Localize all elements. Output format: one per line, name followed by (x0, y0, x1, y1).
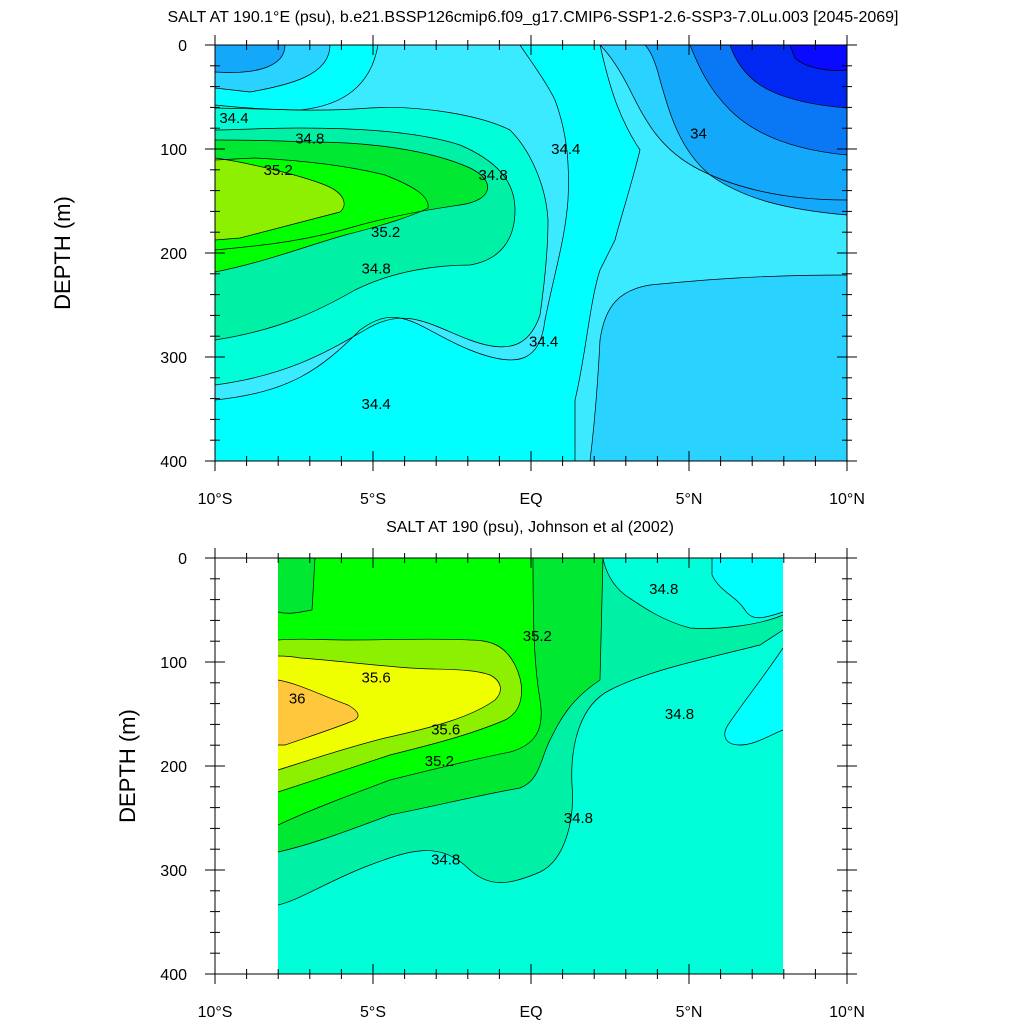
top-contour-line (789, 45, 847, 71)
top-fill-35-8-core (215, 158, 345, 240)
top-contour-line (215, 45, 331, 93)
bottom-contour-line (278, 558, 604, 853)
top-contour-line (729, 45, 847, 109)
top-contour-line (215, 139, 488, 251)
bottom-y-tick-label: 400 (160, 967, 187, 984)
top-contour-label: 34.4 (529, 333, 558, 350)
top-x-tick-label: 5°N (676, 491, 703, 508)
bottom-axes: 0 100 200 300 400 10°S 5°S EQ 5°N 10°N (160, 548, 865, 1021)
top-y-tick-label: 0 (178, 38, 187, 55)
bottom-fill-34-6-upper (712, 558, 783, 618)
bottom-contour-line (278, 655, 501, 771)
bottom-contour-line (711, 558, 783, 619)
top-x-tick-label: 10°N (829, 491, 865, 508)
top-y-ticks: 0 100 200 300 400 (160, 38, 857, 471)
top-y-tick-label: 100 (160, 142, 187, 159)
top-contour-line (215, 157, 429, 273)
bottom-contour-line (278, 558, 316, 614)
top-axes: 0 100 200 300 400 10°S 5°S EQ 5°N 10°N (160, 35, 865, 508)
bottom-y-tick-label: 300 (160, 863, 187, 880)
bottom-fill-36-0 (278, 680, 359, 745)
bottom-contour-line (278, 629, 783, 906)
top-contour-line (215, 157, 345, 241)
top-contour-line (215, 45, 379, 111)
bottom-chart-title: SALT AT 190 (psu), Johnson et al (2002) (386, 519, 674, 536)
bottom-contour-line (724, 647, 783, 746)
bottom-y-tick-label: 100 (160, 655, 187, 672)
top-y-axis-label: DEPTH (m) (50, 196, 75, 310)
bottom-fill-34-6-lower (724, 648, 783, 745)
top-contour-line (215, 45, 286, 73)
top-contour-line (599, 45, 847, 201)
top-contour-label: 34.8 (478, 167, 507, 184)
top-y-tick-label: 300 (160, 350, 187, 367)
bottom-y-ticks: 0 100 200 300 400 (160, 551, 857, 984)
top-fill-34-2-corner (215, 45, 285, 73)
top-contour-label: 34.4 (551, 141, 580, 158)
bottom-x-tick-label: EQ (519, 1004, 542, 1021)
bottom-contour-label: 35.2 (523, 628, 552, 645)
top-x-tick-label: 10°S (198, 491, 233, 508)
top-contour-line (689, 45, 847, 156)
bottom-y-tick-label: 200 (160, 759, 187, 776)
bottom-contour-label: 35.6 (362, 670, 391, 687)
bottom-x-tick-label: 5°N (676, 1004, 703, 1021)
bottom-contour-line (602, 558, 783, 629)
bottom-plot-area: 34.8 35.2 35.6 36 35.6 35.2 34.8 34.8 34.8 (278, 558, 783, 974)
top-contour-line (215, 127, 516, 341)
bottom-x-tick-label: 10°S (198, 1004, 233, 1021)
bottom-contour-label: 36 (289, 690, 306, 707)
top-contour-label: 34.8 (362, 261, 391, 278)
bottom-contour-label: 34.8 (665, 706, 694, 723)
bottom-contour-label: 34.8 (564, 810, 593, 827)
top-x-tick-label: EQ (519, 491, 542, 508)
top-contour-line (574, 45, 641, 461)
top-contour-label: 34.4 (362, 396, 391, 413)
bottom-x-tick-label: 10°N (829, 1004, 865, 1021)
bottom-contour-label: 35.6 (431, 722, 460, 739)
top-chart-title: SALT AT 190.1°E (psu), b.e21.BSSP126cmip… (168, 9, 899, 26)
top-contour-label: 34.8 (295, 131, 324, 148)
bottom-contour-label: 34.8 (649, 581, 678, 598)
top-x-ticks: 10°S 5°S EQ 5°N 10°N (198, 35, 865, 508)
bottom-contour-label: 35.2 (425, 753, 454, 770)
bottom-y-tick-label: 0 (178, 551, 187, 568)
top-contour-line (215, 45, 569, 401)
bottom-contour-labels: 34.8 35.2 35.6 36 35.6 35.2 34.8 34.8 34.8 (289, 581, 694, 869)
top-contour-line (644, 45, 847, 216)
top-contour-label: 34 (690, 125, 707, 142)
top-y-tick-label: 400 (160, 454, 187, 471)
top-fill-33-6-east (790, 45, 847, 71)
top-contour-label: 35.2 (371, 224, 400, 241)
top-fill-34-8 (215, 45, 640, 461)
bottom-contour-line (278, 638, 522, 793)
bottom-contour-label: 34.8 (431, 852, 460, 869)
bottom-fill-35-8 (278, 656, 501, 770)
bottom-x-ticks: 10°S 5°S EQ 5°N 10°N (198, 548, 865, 1021)
bottom-contour-line (278, 558, 542, 826)
bottom-x-tick-label: 5°S (360, 1004, 386, 1021)
top-contour-line (589, 274, 847, 461)
top-contour-label: 35.2 (264, 162, 293, 179)
top-x-tick-label: 5°S (360, 491, 386, 508)
top-y-tick-label: 200 (160, 246, 187, 263)
top-contour-label: 34.4 (219, 110, 248, 127)
top-contour-line (215, 104, 549, 386)
bottom-contour-line (278, 679, 359, 746)
bottom-y-axis-label: DEPTH (m) (115, 709, 140, 823)
